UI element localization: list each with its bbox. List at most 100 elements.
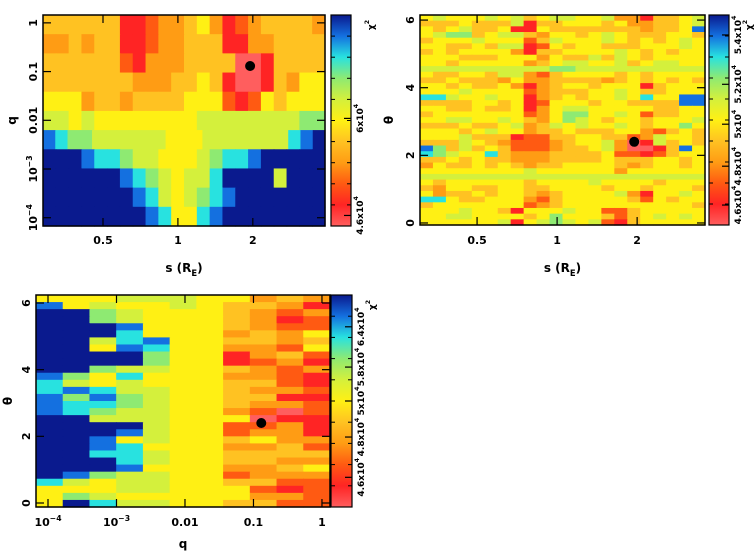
- heatmap-cell: [303, 295, 331, 303]
- heatmap-cell: [653, 196, 667, 203]
- heatmap-cell: [692, 37, 706, 44]
- heatmap-cell: [601, 77, 615, 84]
- heatmap-cell: [653, 190, 667, 198]
- heatmap-cell: [627, 49, 641, 56]
- heatmap-cell: [420, 190, 434, 198]
- heatmap-cell: [273, 72, 288, 93]
- heatmap-cell: [62, 316, 91, 324]
- heatmap-cell: [497, 26, 512, 33]
- heatmap-cell: [119, 34, 134, 54]
- heatmap-cell: [588, 190, 602, 198]
- heatmap-cell: [43, 149, 57, 170]
- heatmap-cell: [420, 49, 434, 56]
- heatmap-cell: [235, 91, 249, 112]
- heatmap-cell: [81, 72, 95, 93]
- heatmap-cell: [249, 401, 278, 409]
- heatmap-cell: [614, 213, 628, 220]
- heatmap-cell: [94, 34, 108, 54]
- heatmap-cell: [549, 162, 564, 169]
- heatmap-cell: [299, 72, 313, 93]
- x-tick-label: 0.1: [244, 516, 264, 529]
- heatmap-cell: [497, 117, 512, 124]
- heatmap-cell: [666, 88, 680, 96]
- heatmap-cell: [562, 77, 577, 84]
- heatmap-cell: [303, 372, 331, 381]
- heatmap-cell: [497, 134, 512, 141]
- heatmap-cell: [666, 202, 680, 209]
- heatmap-cell: [249, 330, 278, 338]
- colorbar-tick-label: 4.6x104: [731, 185, 744, 224]
- heatmap-cell: [89, 464, 117, 473]
- heatmap-cell: [142, 478, 171, 487]
- heatmap-cell: [276, 471, 304, 480]
- heatmap-cell: [549, 219, 564, 226]
- heatmap-cell: [432, 105, 447, 113]
- heatmap-cell: [692, 77, 706, 84]
- heatmap-cell: [484, 77, 499, 84]
- heatmap-cell: [312, 149, 326, 170]
- heatmap-cell: [169, 499, 197, 508]
- y-tick-label: 0: [20, 499, 33, 507]
- heatmap-cell: [666, 54, 680, 62]
- heatmap-cell: [94, 168, 108, 189]
- heatmap-cell: [575, 219, 589, 226]
- heatmap-cell: [169, 337, 197, 346]
- heatmap-cell: [549, 122, 564, 130]
- heatmap-cell: [653, 145, 667, 152]
- heatmap-cell: [653, 122, 667, 130]
- heatmap-cell: [116, 408, 144, 416]
- heatmap-cell: [536, 219, 551, 226]
- heatmap-cell: [575, 145, 589, 152]
- heatmap-cell: [510, 162, 525, 169]
- heatmap-cell: [420, 20, 434, 27]
- heatmap-cell: [222, 53, 236, 74]
- heatmap-cell: [679, 49, 693, 56]
- heatmap-cell: [420, 162, 434, 169]
- heatmap-cell: [614, 207, 628, 215]
- heatmap-cell: [679, 60, 693, 67]
- heatmap-cell: [692, 151, 706, 158]
- heatmap-cell: [497, 213, 512, 220]
- heatmap-cell: [523, 49, 538, 56]
- heatmap-cell: [276, 415, 304, 423]
- heatmap-cell: [36, 344, 64, 353]
- x-axis-title: s (RE): [544, 261, 581, 278]
- heatmap-cell: [116, 450, 144, 459]
- heatmap-cell: [184, 15, 198, 35]
- heatmap-cell: [445, 179, 460, 186]
- heatmap-cell: [679, 213, 693, 220]
- heatmap-cell: [679, 32, 693, 39]
- heatmap-cell: [627, 122, 641, 130]
- heatmap-cell: [68, 168, 83, 189]
- heatmap-cell: [679, 162, 693, 169]
- heatmap-cell: [445, 156, 460, 164]
- heatmap-cell: [692, 26, 706, 33]
- heatmap-cell: [471, 139, 486, 147]
- heatmap-cell: [116, 316, 144, 324]
- heatmap-cell: [209, 91, 224, 112]
- heatmap-cell: [536, 213, 551, 220]
- heatmap-cell: [89, 393, 117, 402]
- heatmap-cell: [627, 162, 641, 169]
- heatmap-cell: [523, 111, 538, 118]
- heatmap-cell: [666, 49, 680, 56]
- heatmap-cell: [158, 34, 172, 54]
- heatmap-cell: [81, 91, 95, 112]
- heatmap-cell: [36, 358, 64, 367]
- heatmap-cell: [484, 100, 499, 107]
- heatmap-cell: [420, 151, 434, 158]
- heatmap-cell: [640, 122, 654, 130]
- heatmap-cell: [497, 105, 512, 113]
- heatmap-cell: [209, 53, 224, 74]
- heatmap-cell: [196, 379, 224, 388]
- heatmap-cell: [196, 295, 224, 303]
- heatmap-cell: [43, 168, 57, 189]
- heatmap-cell: [588, 37, 602, 44]
- heatmap-cell: [510, 15, 525, 22]
- heatmap-cell: [132, 91, 147, 112]
- heatmap-cell: [679, 134, 693, 141]
- heatmap-cell: [497, 32, 512, 39]
- heatmap-cell: [94, 110, 108, 131]
- heatmap-cell: [653, 60, 667, 67]
- heatmap-cell: [601, 26, 615, 33]
